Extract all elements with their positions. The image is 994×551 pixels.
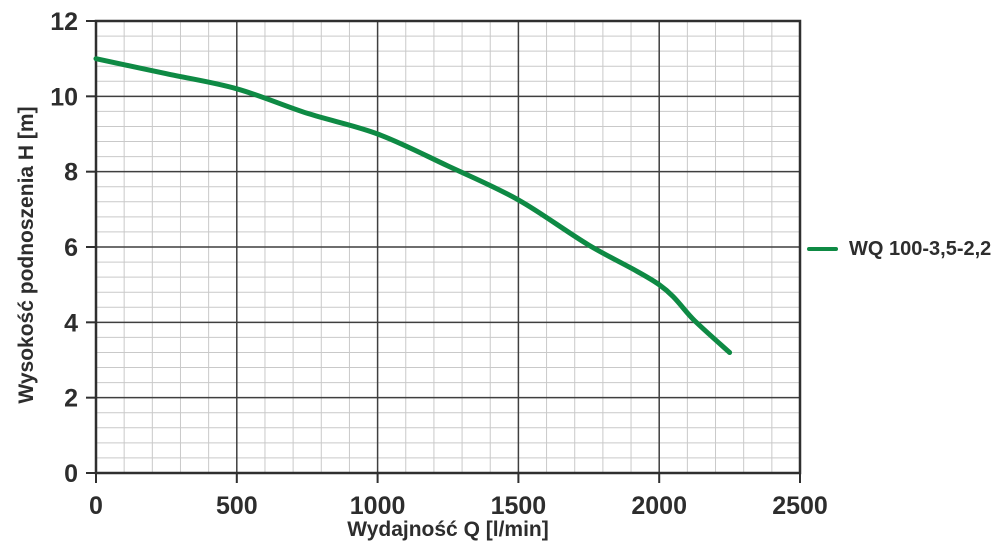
legend-line-swatch xyxy=(807,247,838,251)
y-tick-label: 6 xyxy=(64,234,78,262)
y-tick-label: 4 xyxy=(64,309,78,337)
x-tick-label: 1000 xyxy=(350,492,406,520)
x-tick-label: 2000 xyxy=(631,492,687,520)
y-axis-title: Wysokość podnoszenia H [m] xyxy=(15,106,38,404)
legend-series-label: WQ 100-3,5-2,2 xyxy=(849,237,992,260)
x-tick-label: 500 xyxy=(216,492,258,520)
y-tick-label: 2 xyxy=(64,385,78,413)
y-tick-label: 8 xyxy=(64,159,78,187)
x-tick-label: 2500 xyxy=(772,492,828,520)
y-tick-label: 10 xyxy=(50,83,78,111)
y-tick-label: 12 xyxy=(50,8,78,36)
x-axis-title: Wydajność Q [l/min] xyxy=(347,518,549,541)
x-tick-label: 1500 xyxy=(491,492,547,520)
x-tick-label: 0 xyxy=(89,492,103,520)
y-tick-label: 0 xyxy=(64,460,78,488)
legend: WQ 100-3,5-2,2 xyxy=(807,238,991,260)
series-curve xyxy=(93,56,733,355)
